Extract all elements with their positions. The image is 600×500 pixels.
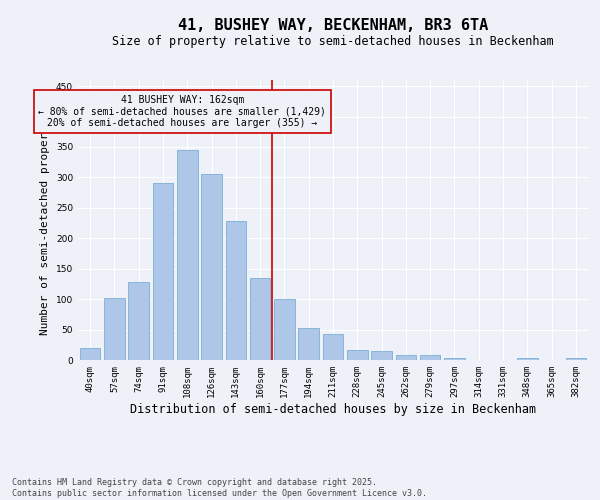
Bar — [566, 358, 586, 360]
Bar — [152, 183, 173, 360]
X-axis label: Distribution of semi-detached houses by size in Beckenham: Distribution of semi-detached houses by … — [130, 402, 536, 415]
Y-axis label: Number of semi-detached properties: Number of semi-detached properties — [40, 106, 50, 335]
Bar — [250, 278, 271, 360]
Text: Contains HM Land Registry data © Crown copyright and database right 2025.
Contai: Contains HM Land Registry data © Crown c… — [12, 478, 427, 498]
Text: 41, BUSHEY WAY, BECKENHAM, BR3 6TA: 41, BUSHEY WAY, BECKENHAM, BR3 6TA — [178, 18, 488, 32]
Bar — [347, 350, 368, 360]
Bar — [395, 355, 416, 360]
Text: 41 BUSHEY WAY: 162sqm
← 80% of semi-detached houses are smaller (1,429)
20% of s: 41 BUSHEY WAY: 162sqm ← 80% of semi-deta… — [38, 95, 326, 128]
Text: Size of property relative to semi-detached houses in Beckenham: Size of property relative to semi-detach… — [112, 35, 554, 48]
Bar — [201, 174, 222, 360]
Bar — [371, 351, 392, 360]
Bar — [298, 328, 319, 360]
Bar — [517, 358, 538, 360]
Bar — [177, 150, 197, 360]
Bar — [128, 282, 149, 360]
Bar — [444, 358, 465, 360]
Bar — [104, 298, 125, 360]
Bar — [80, 348, 100, 360]
Bar — [420, 355, 440, 360]
Bar — [323, 334, 343, 360]
Bar — [226, 220, 246, 360]
Bar — [274, 299, 295, 360]
